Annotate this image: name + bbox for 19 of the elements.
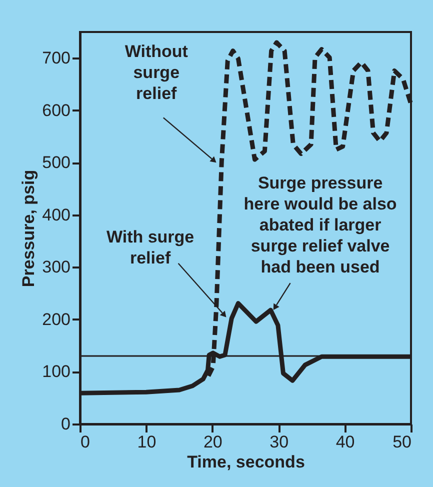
y-axis-title: Pressure, psig (19, 170, 38, 288)
x-tick-label: 20 (203, 432, 222, 452)
y-tick-label: 100 (42, 362, 70, 382)
x-tick-label: 0 (80, 432, 90, 452)
y-tick-label: 0 (61, 414, 70, 434)
x-axis-title: Time, seconds (187, 452, 305, 472)
x-tick-label: 50 (392, 432, 412, 452)
annotation: Without surge relief (124, 42, 188, 104)
y-tick-label: 200 (42, 310, 70, 329)
x-tick-label: 40 (336, 432, 355, 452)
y-tick-label: 600 (42, 100, 70, 120)
y-tick-label: 700 (42, 48, 70, 68)
y-tick-label: 400 (42, 205, 70, 224)
x-tick-label: 30 (270, 432, 289, 452)
y-tick-label: 300 (42, 258, 70, 277)
x-tick-label: 10 (137, 432, 156, 452)
annotation: Surge pressure here would be also abated if larger surge relief valve had been used (244, 174, 397, 277)
y-tick-label: 500 (42, 153, 70, 172)
annotation: With surge relief (106, 227, 194, 268)
